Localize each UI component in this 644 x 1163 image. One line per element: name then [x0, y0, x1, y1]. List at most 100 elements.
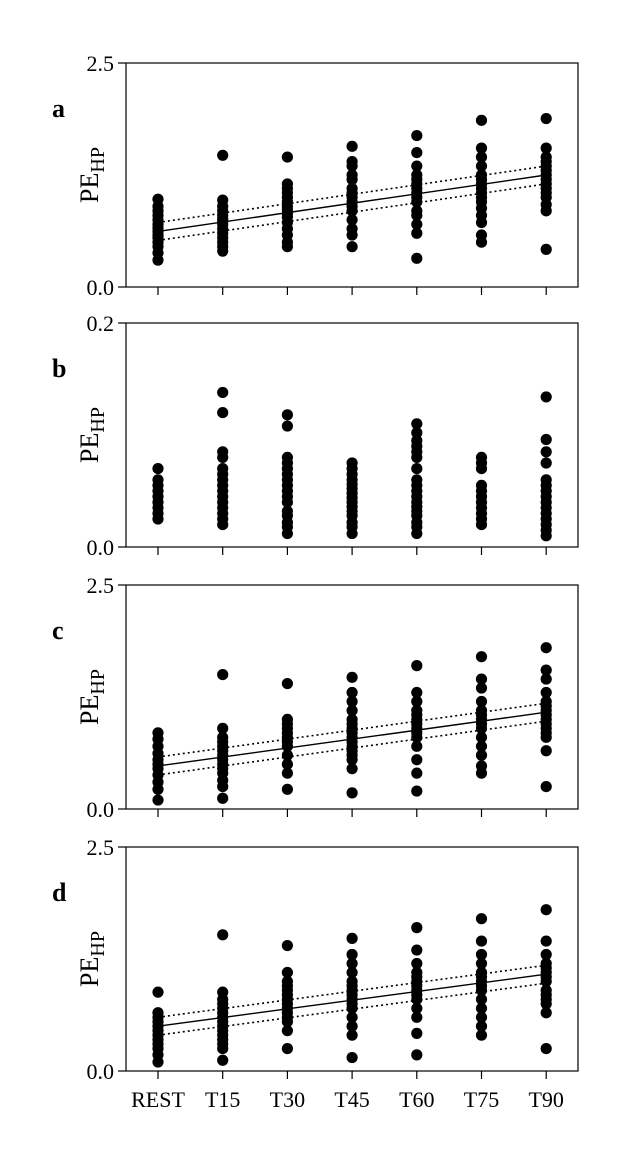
y-axis-label: PEHP	[75, 669, 109, 725]
x-tick-label: T30	[270, 1087, 305, 1112]
data-point	[475, 957, 488, 970]
data-point	[217, 929, 229, 941]
data-point	[411, 740, 423, 752]
data-point	[346, 948, 358, 961]
data-point	[475, 160, 488, 172]
data-point	[475, 913, 488, 925]
data-point	[346, 713, 358, 726]
data-point	[475, 451, 488, 463]
data-point	[475, 760, 488, 772]
data-point	[475, 1002, 488, 1014]
x-tick-label: REST	[131, 1087, 185, 1112]
x-tick-label: T15	[205, 1087, 240, 1112]
data-point	[281, 409, 293, 421]
data-point	[475, 1020, 488, 1032]
data-point	[411, 1011, 423, 1023]
data-point	[540, 446, 552, 458]
data-point	[152, 193, 164, 205]
data-point	[411, 944, 423, 956]
data-point	[475, 695, 488, 708]
data-point	[346, 957, 358, 970]
data-point	[411, 218, 423, 230]
y-axis-label-subscript: HP	[87, 407, 109, 433]
data-point	[411, 660, 423, 672]
data-point	[540, 745, 552, 757]
data-point	[411, 435, 423, 447]
data-point	[281, 713, 293, 726]
panel-letter: b	[52, 354, 66, 383]
panel-letter: a	[52, 94, 65, 123]
data-point	[281, 966, 293, 979]
data-point	[540, 457, 552, 469]
data-point	[346, 932, 358, 944]
data-point	[411, 754, 423, 766]
data-point	[540, 1043, 552, 1055]
x-tick-label: T90	[528, 1087, 563, 1112]
data-point	[217, 463, 229, 475]
data-point	[346, 704, 358, 717]
data-point	[411, 785, 423, 797]
data-point	[540, 957, 552, 970]
data-point	[475, 935, 488, 947]
data-point	[411, 957, 423, 970]
data-point	[281, 178, 293, 190]
data-point	[281, 1043, 293, 1055]
panel-b: 0.0 0.2 b PEHP	[52, 311, 579, 560]
data-point	[540, 664, 552, 676]
data-point	[475, 1029, 488, 1041]
data-point	[346, 975, 358, 988]
data-point	[346, 169, 358, 181]
y-tick-label-min: 0.0	[87, 797, 115, 822]
data-point	[152, 1007, 164, 1019]
data-point	[346, 787, 358, 799]
data-point	[475, 1011, 488, 1023]
y-tick-label-min: 0.0	[87, 275, 115, 300]
data-point	[475, 740, 488, 752]
data-point	[475, 948, 488, 961]
data-point	[152, 463, 164, 475]
data-point	[411, 704, 423, 717]
panel-c: 0.0 2.5 c PEHP	[52, 573, 579, 822]
panel-letter: c	[52, 616, 64, 645]
data-point	[346, 763, 358, 775]
data-point	[346, 223, 358, 235]
y-axis-label-main: PE	[75, 957, 104, 987]
data-point	[540, 673, 552, 685]
data-point	[540, 112, 552, 125]
y-axis-label-subscript: HP	[87, 147, 109, 173]
y-axis-label: PEHP	[75, 407, 109, 463]
y-axis-label-subscript: HP	[87, 669, 109, 695]
data-point	[217, 1054, 229, 1066]
data-point	[475, 749, 488, 761]
x-tick-label: T60	[399, 1087, 434, 1112]
data-point	[281, 505, 293, 517]
x-tick-label: T75	[464, 1087, 499, 1112]
data-point	[346, 1051, 358, 1064]
data-point	[281, 758, 293, 770]
data-point	[217, 722, 229, 734]
data-point	[281, 975, 293, 988]
data-point	[411, 252, 423, 264]
data-point	[346, 457, 358, 469]
y-axis-label: PEHP	[75, 147, 109, 203]
data-point	[411, 922, 423, 934]
data-point	[540, 151, 552, 163]
y-tick-label-max: 2.5	[87, 573, 115, 598]
data-point	[411, 427, 423, 439]
data-point	[411, 147, 423, 159]
data-point	[540, 686, 552, 699]
data-point	[411, 169, 423, 181]
data-point	[346, 1020, 358, 1032]
data-point	[281, 939, 293, 952]
data-point	[217, 792, 229, 804]
data-point	[475, 229, 488, 241]
data-point	[346, 686, 358, 699]
data-point	[346, 155, 358, 168]
y-tick-label-min: 0.0	[87, 1059, 115, 1084]
x-tick-label: T45	[334, 1087, 369, 1112]
data-point	[346, 966, 358, 979]
data-point	[152, 474, 164, 486]
data-point	[346, 671, 358, 683]
data-point	[540, 695, 552, 708]
